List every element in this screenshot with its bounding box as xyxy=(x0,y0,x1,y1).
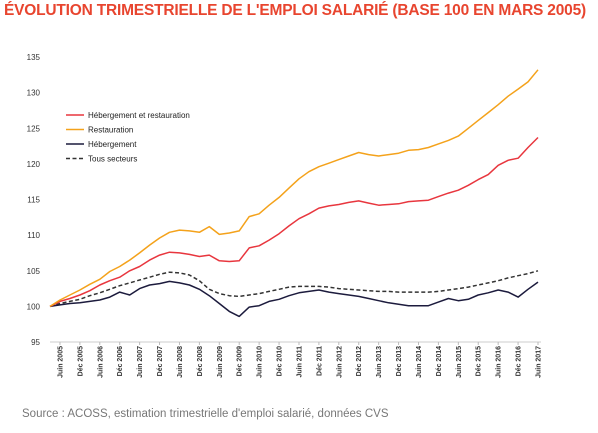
y-tick-label: 110 xyxy=(27,231,40,240)
series-line-0 xyxy=(49,136,539,308)
x-tick-label: Juin 2005 xyxy=(57,346,64,378)
x-tick-label: Juin 2013 xyxy=(376,346,383,378)
y-tick-label: 95 xyxy=(31,338,40,347)
y-tick-label: 115 xyxy=(27,196,40,205)
chart-series xyxy=(49,69,539,318)
x-tick-label: Juin 2008 xyxy=(177,346,184,378)
x-tick-label: Juin 2016 xyxy=(496,346,503,378)
x-tick-label: Déc 2009 xyxy=(237,346,244,376)
legend-label: Tous secteurs xyxy=(88,155,137,164)
x-tick-label: Juin 2011 xyxy=(296,346,303,378)
legend-label: Restauration xyxy=(88,126,133,135)
series-line-1 xyxy=(49,69,539,308)
legend-label: Hébergement xyxy=(88,140,137,149)
y-tick-label: 100 xyxy=(27,302,41,311)
x-axis-ticks: Juin 2005 Déc 2005 Juin 2006 Déc 2006 Juin 2… xyxy=(57,342,543,378)
x-tick-label: Juin 2015 xyxy=(456,346,463,378)
x-tick-label: Déc 2007 xyxy=(157,346,164,376)
y-axis-ticks: 95 100 105 110 115 120 125 130 135 xyxy=(27,53,41,347)
x-tick-label: Juin 2017 xyxy=(536,346,543,378)
y-tick-label: 130 xyxy=(27,89,41,98)
x-tick-label: Déc 2016 xyxy=(516,346,523,376)
series-line-3 xyxy=(49,270,539,308)
chart-title: ÉVOLUTION TRIMESTRIELLE DE L'EMPLOI SALA… xyxy=(4,2,586,19)
series-line-2 xyxy=(49,280,539,318)
x-tick-label: Juin 2009 xyxy=(217,346,224,378)
y-tick-label: 105 xyxy=(27,267,41,276)
x-tick-label: Déc 2014 xyxy=(436,346,443,376)
legend-label: Hébergement et restauration xyxy=(88,111,190,120)
x-tick-label: Juin 2007 xyxy=(137,346,144,378)
x-tick-label: Déc 2010 xyxy=(277,346,284,376)
x-tick-label: Déc 2005 xyxy=(77,346,84,376)
x-tick-label: Juin 2014 xyxy=(416,346,423,378)
y-tick-label: 135 xyxy=(27,53,41,62)
x-tick-label: Déc 2011 xyxy=(316,346,323,376)
chart-legend: Hébergement et restauration Restauration H… xyxy=(66,111,190,164)
y-tick-label: 125 xyxy=(27,124,41,133)
x-tick-label: Juin 2012 xyxy=(336,346,343,378)
x-tick-label: Déc 2006 xyxy=(117,346,124,376)
x-tick-label: Juin 2006 xyxy=(97,346,104,378)
x-tick-label: Déc 2013 xyxy=(396,346,403,376)
x-tick-label: Déc 2012 xyxy=(356,346,363,376)
y-tick-label: 120 xyxy=(27,160,41,169)
source-note: Source : ACOSS, estimation trimestrielle… xyxy=(22,408,389,420)
x-tick-label: Déc 2008 xyxy=(197,346,204,376)
x-tick-label: Juin 2010 xyxy=(257,346,264,378)
x-tick-label: Déc 2015 xyxy=(476,346,483,376)
